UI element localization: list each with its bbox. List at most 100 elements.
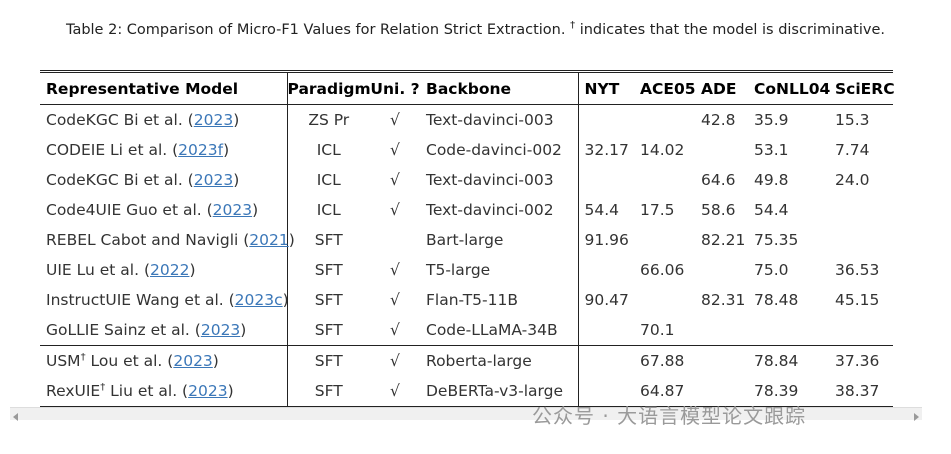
table-row: REBEL Cabot and Navigli (2021) SFT Bart-la…: [40, 225, 893, 255]
model-cell: USM† Lou et al. (2023): [40, 345, 288, 376]
column-header: Backbone: [420, 71, 579, 105]
cell: Roberta-large: [420, 345, 579, 376]
cell: 90.47: [584, 291, 629, 309]
cell: 82.31: [701, 291, 746, 309]
empty-cell: [695, 255, 748, 285]
text: ): [240, 321, 247, 339]
cell: SFT: [314, 261, 343, 279]
text: CodeKGC Bi et al. (: [46, 171, 194, 189]
empty-cell: [829, 195, 893, 225]
cell: 66.06: [640, 261, 685, 279]
table-row: CODEIE Li et al. (2023f) ICL √ Code-davinci…: [40, 135, 893, 165]
citation-link[interactable]: 2023: [212, 201, 253, 219]
model-cell: UIE Lu et al. (2022): [40, 255, 288, 285]
empty-cell: [634, 225, 695, 255]
cell: 91.96: [584, 231, 629, 249]
cell: 15.3: [835, 111, 870, 129]
citation-link[interactable]: 2023: [188, 382, 228, 401]
cell: 53.1: [754, 141, 789, 159]
cell: SFT: [314, 321, 343, 339]
cell: 64.87: [640, 382, 685, 400]
cell: 78.48: [754, 291, 799, 309]
citation-link[interactable]: 2023: [193, 111, 234, 129]
cell: ICL: [316, 201, 341, 219]
table-row: CodeKGC Bi et al. (2023) ICL √ Text-davinci…: [40, 165, 893, 195]
model-cell: GoLLIE Sainz et al. (2023): [40, 315, 288, 346]
column-header: ADE: [695, 71, 748, 105]
text: ): [233, 171, 240, 189]
cell: 78.84: [748, 345, 829, 376]
text: ): [252, 201, 259, 219]
cell: 75.0: [754, 261, 789, 279]
column-header: Representative Model: [40, 71, 288, 105]
caption: Table 2: Comparison of Micro-F1 Values f…: [0, 20, 951, 38]
cell: 24.0: [835, 171, 870, 189]
model-cell: CodeKGC Bi et al. (2023): [40, 104, 288, 135]
cell: SFT: [287, 345, 370, 376]
citation-link[interactable]: 2023: [173, 352, 213, 371]
empty-cell: [578, 105, 634, 136]
cell: 78.39: [754, 382, 799, 400]
table-row: RexUIE† Liu et al. (2023) SFT √ DeBERTa-v3-…: [40, 376, 893, 407]
citation-link[interactable]: 2023: [200, 321, 241, 339]
model-cell: CodeKGC Bi et al. (2023): [40, 165, 288, 195]
table: Representative Model Paradigm Uni. ? Backbo…: [40, 70, 895, 407]
text: InstructUIE Wang et al. (: [46, 291, 235, 309]
text: GoLLIE Sainz et al. (: [46, 321, 201, 339]
cell: ICL: [316, 171, 341, 189]
cell: √: [390, 141, 400, 159]
text: Liu et al. (: [105, 382, 189, 401]
model-cell: CODEIE Li et al. (2023f): [40, 135, 288, 165]
empty-cell: [578, 345, 634, 376]
cell: SFT: [314, 291, 343, 309]
table-row: GoLLIE Sainz et al. (2023) SFT √ Code-LLaMA…: [40, 315, 893, 346]
text: CodeKGC Bi et al. (: [46, 111, 194, 129]
cell: 45.15: [835, 291, 880, 309]
cell: Bart-large: [420, 225, 579, 255]
citation-link[interactable]: 2023: [193, 171, 234, 189]
cell: Text-davinci-003: [420, 165, 579, 195]
text: ): [288, 231, 295, 249]
citation-link[interactable]: 2023c: [234, 291, 283, 309]
cell: 42.8: [701, 111, 736, 129]
cell: √: [390, 111, 400, 129]
cell: 75.35: [754, 231, 799, 249]
text: UIE Lu et al. (: [46, 261, 150, 279]
cell: Text-davinci-002: [420, 195, 579, 225]
table-row: CodeKGC Bi et al. (2023) ZS Pr √ Text-davin…: [40, 104, 893, 136]
table-row: InstructUIE Wang et al. (2023c) SFT √ Flan-…: [40, 285, 893, 315]
cell: √: [390, 171, 400, 189]
cell: Flan-T5-11B: [420, 285, 579, 315]
citation-link[interactable]: 2021: [249, 231, 289, 249]
scroll-arrows: [13, 413, 919, 421]
cell: √: [390, 201, 400, 219]
cell: 7.74: [835, 141, 870, 159]
cell: ICL: [316, 141, 341, 159]
empty-cell: [634, 285, 695, 315]
citation-link[interactable]: 2022: [150, 261, 190, 279]
empty-cell: [829, 315, 893, 346]
cell: 17.5: [640, 201, 675, 219]
cell: T5-large: [420, 255, 579, 285]
text: ): [189, 261, 196, 279]
empty-cell: [370, 225, 420, 255]
column-header: SciERC: [829, 71, 895, 105]
column-header: Paradigm: [287, 71, 371, 105]
column-header: ACE05: [634, 71, 696, 105]
cell: 70.1: [640, 321, 675, 339]
table-row: USM† Lou et al. (2023) SFT √ Roberta-large 6…: [40, 345, 893, 376]
cell: √: [390, 291, 400, 309]
empty-cell: [634, 105, 695, 136]
cell: 49.8: [754, 171, 789, 189]
cell: 64.6: [701, 171, 736, 189]
scrollbar: [10, 407, 922, 421]
table-row: Code4UIE Guo et al. (2023) ICL √ Text-davin…: [40, 195, 893, 225]
cell: SFT: [314, 382, 343, 400]
text: ): [212, 352, 219, 371]
model-cell: REBEL Cabot and Navigli (2021): [40, 225, 295, 255]
citation-link[interactable]: 2023f: [178, 141, 224, 159]
cell: 36.53: [835, 261, 880, 279]
text: Lou et al. (: [85, 352, 174, 371]
text: ): [282, 291, 289, 309]
